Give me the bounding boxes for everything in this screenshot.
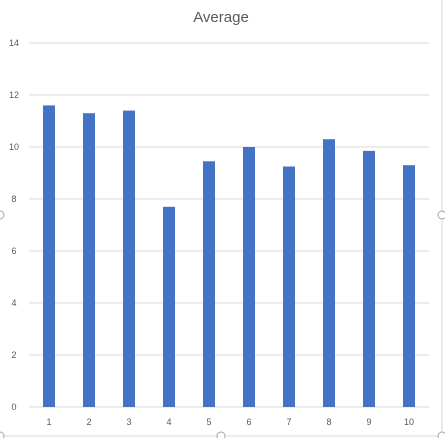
- resize-handle-bottom-right[interactable]: [437, 431, 445, 438]
- bar-6[interactable]: [243, 147, 255, 407]
- x-tick-label: 2: [86, 417, 91, 427]
- x-axis-ticks: 1 2 3 4 5 6 7 8 9 10: [46, 417, 414, 427]
- resize-handle-bottom[interactable]: [216, 431, 226, 438]
- y-tick-label: 4: [11, 298, 16, 308]
- chart-title: Average: [193, 9, 249, 26]
- y-tick-label: 2: [11, 350, 16, 360]
- y-axis-ticks: 0 2 4 6 8 10 12 14: [9, 38, 19, 412]
- x-tick-label: 6: [246, 417, 251, 427]
- gridlines: [29, 42, 429, 408]
- x-tick-label: 8: [326, 417, 331, 427]
- x-tick-label: 7: [286, 417, 291, 427]
- x-tick-label: 10: [404, 417, 414, 427]
- bar-4[interactable]: [163, 206, 175, 407]
- x-tick-label: 1: [46, 417, 51, 427]
- x-tick-label: 3: [126, 417, 131, 427]
- bar-1[interactable]: [43, 105, 55, 408]
- resize-handle-left[interactable]: [0, 210, 5, 220]
- y-tick-label: 6: [11, 246, 16, 256]
- bar-7[interactable]: [283, 166, 295, 408]
- y-tick-label: 14: [9, 38, 19, 48]
- resize-handle-bottom-left[interactable]: [0, 431, 5, 438]
- bar-9[interactable]: [363, 150, 375, 407]
- resize-handle-right[interactable]: [437, 210, 445, 220]
- bar-5[interactable]: [203, 161, 215, 407]
- y-tick-label: 8: [11, 194, 16, 204]
- bar-3[interactable]: [123, 110, 135, 407]
- y-tick-label: 10: [9, 142, 19, 152]
- y-tick-label: 0: [11, 402, 16, 412]
- bar-2[interactable]: [83, 113, 95, 407]
- bars: [43, 105, 415, 408]
- bar-8[interactable]: [323, 139, 335, 407]
- x-tick-label: 5: [206, 417, 211, 427]
- y-tick-label: 12: [9, 90, 19, 100]
- x-tick-label: 9: [366, 417, 371, 427]
- bar-10[interactable]: [403, 165, 415, 407]
- x-tick-label: 4: [166, 417, 171, 427]
